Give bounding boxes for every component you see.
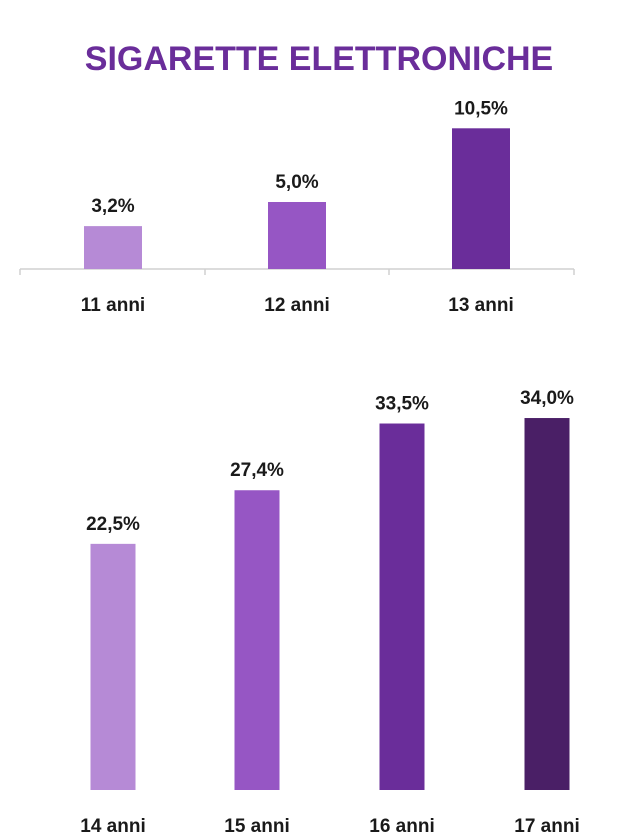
value-label: 22,5% — [86, 514, 140, 535]
bar-14-anni — [90, 543, 136, 790]
value-label: 34,0% — [520, 388, 574, 409]
chart-ages-14-17: 22,5% 14 anni 27,4% 15 anni 33,5% 16 anni 34,0… — [80, 388, 579, 837]
chart-ages-11-13: 3,2% 11 anni 5,0% 12 anni 10,5% 13 anni — [19, 98, 575, 316]
bar-17-anni — [524, 418, 570, 790]
value-label: 27,4% — [230, 460, 284, 481]
bar-16-anni — [379, 423, 425, 790]
value-label: 10,5% — [454, 98, 508, 119]
bar-15-anni — [234, 490, 280, 790]
category-label: 11 anni — [81, 295, 145, 316]
chart-title: SIGARETTE ELETTRONICHE — [84, 40, 554, 78]
category-label: 12 anni — [264, 295, 329, 316]
value-label: 33,5% — [375, 394, 429, 415]
value-label: 5,0% — [275, 172, 318, 193]
value-label: 3,2% — [91, 196, 134, 217]
category-label: 16 anni — [369, 816, 434, 837]
category-label: 14 anni — [80, 816, 145, 837]
bar-11-anni — [84, 226, 142, 269]
category-label: 15 anni — [224, 816, 289, 837]
bar-12-anni — [268, 202, 326, 269]
category-label: 13 anni — [448, 295, 513, 316]
category-label: 17 anni — [514, 816, 579, 837]
bar-13-anni — [452, 128, 510, 269]
